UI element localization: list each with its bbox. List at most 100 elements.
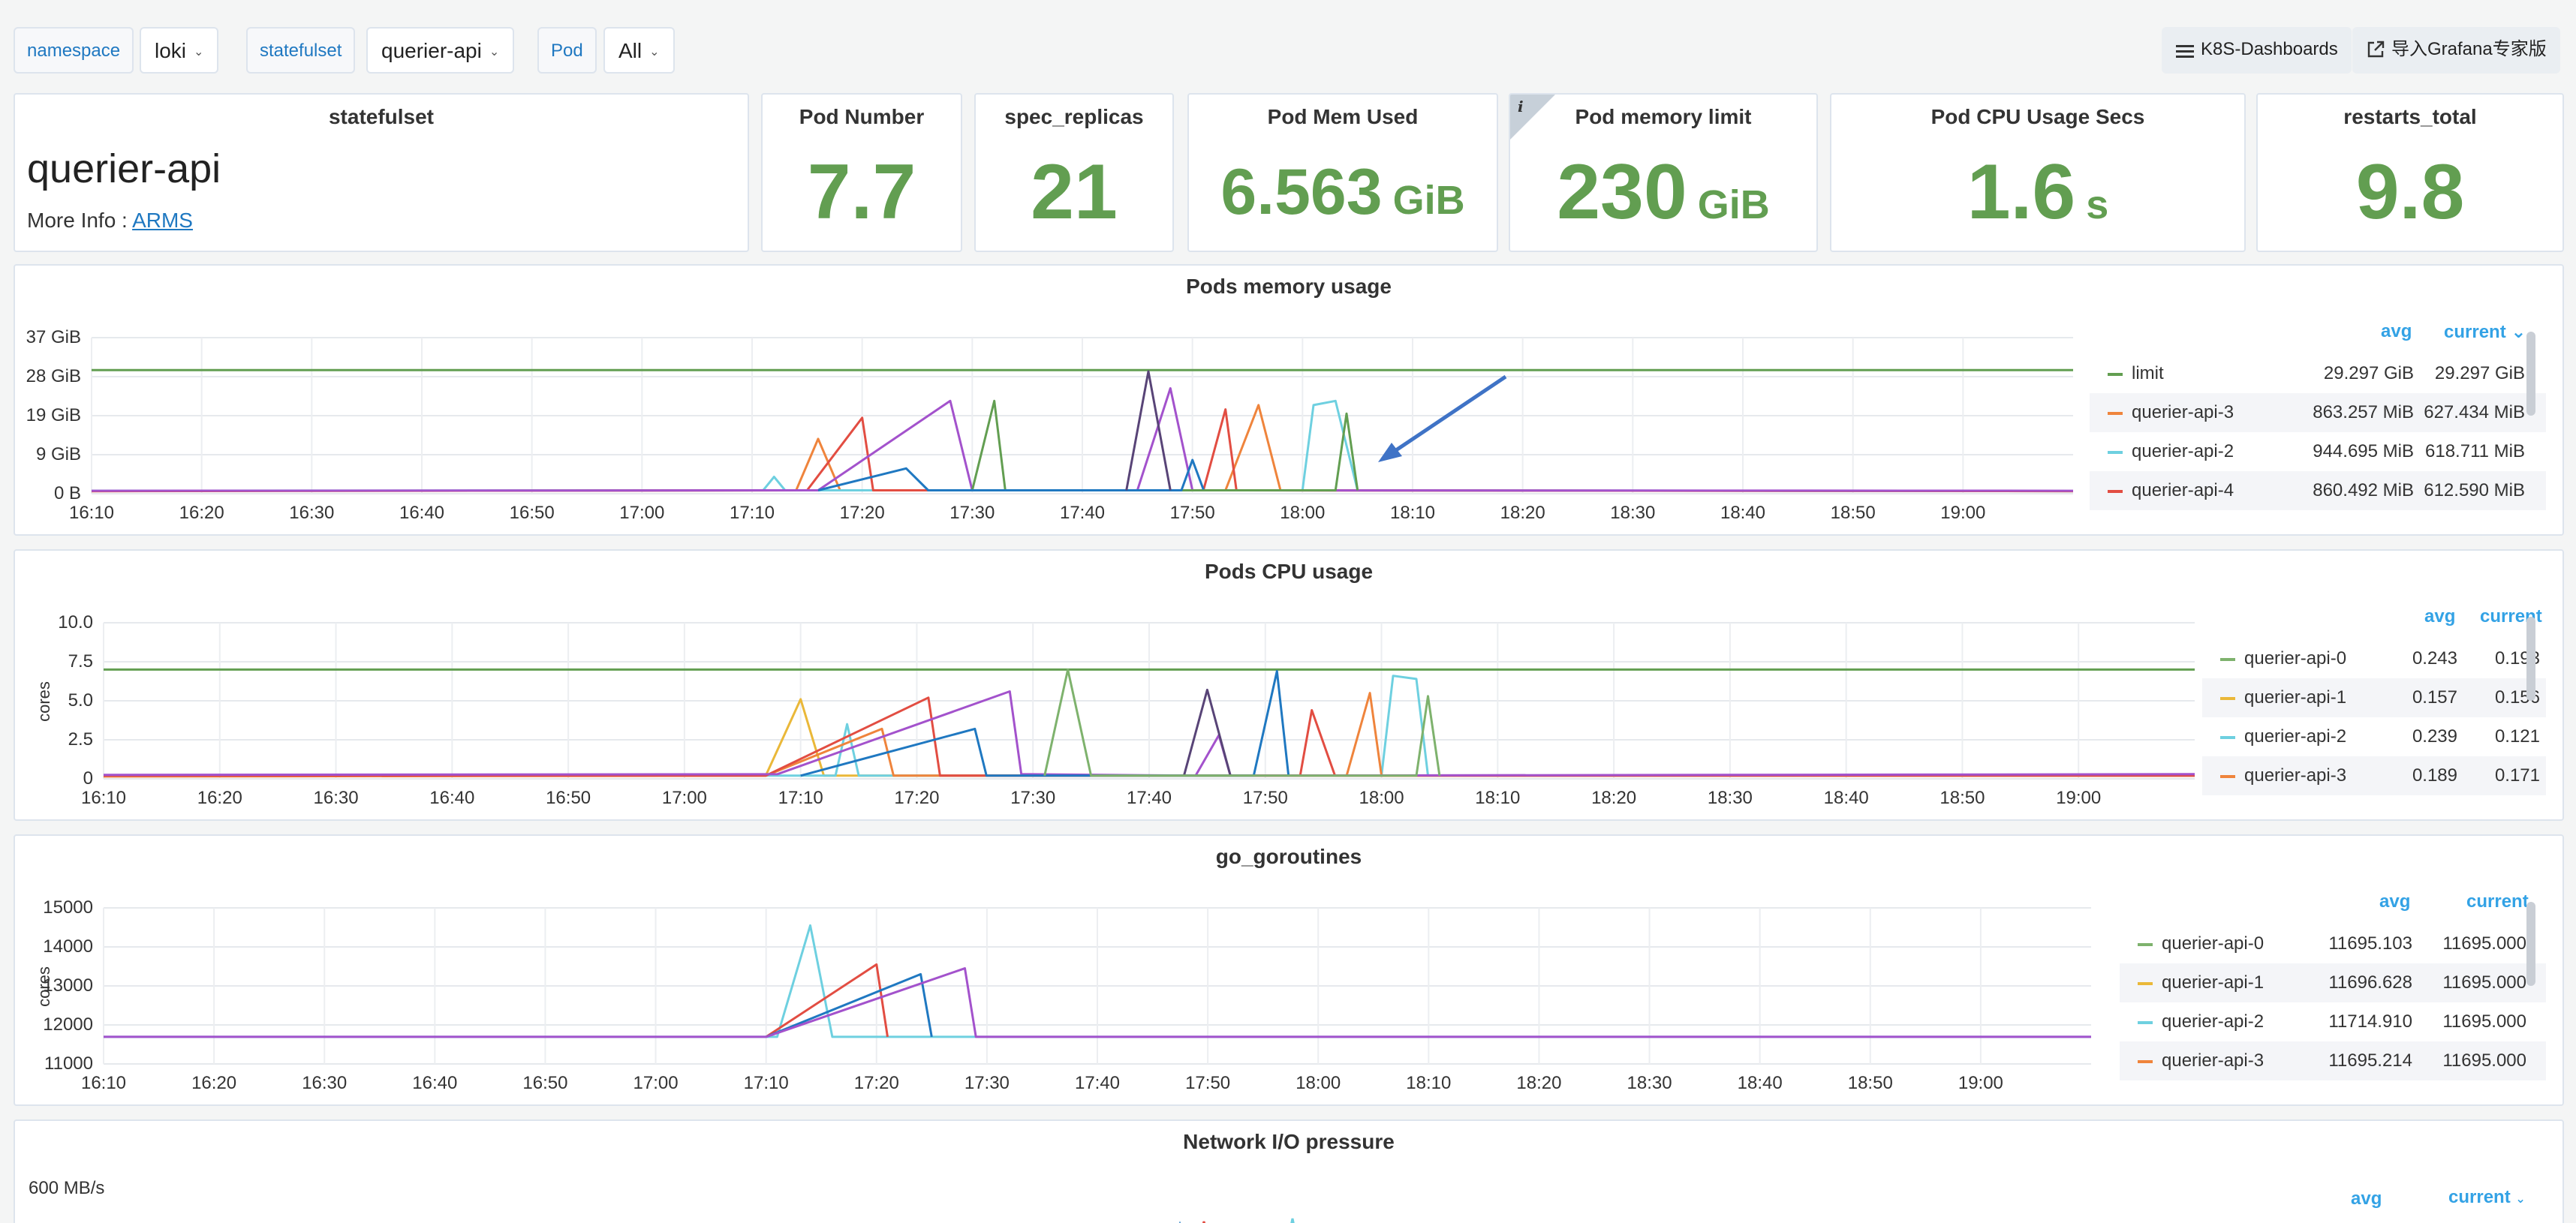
x-tick-label: 17:50 (1185, 1073, 1231, 1093)
x-tick-label: 16:10 (68, 503, 115, 523)
stat-number: 1.6 (1967, 149, 2076, 236)
y-tick-label: 13000 (43, 975, 93, 996)
series-line-querier-api-6 (817, 458, 1205, 491)
more-info: More Info : ARMS (27, 209, 193, 233)
x-tick-label: 18:00 (1280, 503, 1326, 523)
x-tick-label: 16:40 (412, 1073, 458, 1093)
plot-area[interactable] (15, 266, 2564, 536)
legend-avg-value: 0.157 (2412, 687, 2457, 708)
legend-current-header[interactable]: current ⌄ (2448, 1187, 2526, 1208)
legend-avg-header[interactable]: avg (2424, 606, 2456, 627)
stat-unit: s (2086, 182, 2109, 227)
legend-avg-value: 0.239 (2412, 726, 2457, 747)
x-tick-label: 17:30 (1010, 788, 1056, 808)
legend: avg current querier-api-0 11695.103 11695.00… (2120, 891, 2546, 1101)
x-tick-label: 17:40 (1074, 1073, 1121, 1093)
pod-label: Pod (537, 27, 597, 74)
legend-row[interactable]: querier-api-1 0.157 0.156 (2202, 678, 2546, 717)
legend-scrollbar[interactable] (2526, 902, 2535, 986)
namespace-select[interactable]: loki ⌄ (140, 27, 219, 74)
legend-scrollbar[interactable] (2526, 332, 2535, 416)
grafana-expert-link[interactable]: 导入Grafana专家版 (2352, 27, 2560, 74)
legend-current-value: 612.590 MiB (2424, 480, 2525, 500)
pod-select[interactable]: All ⌄ (603, 27, 675, 74)
plot-area[interactable] (15, 551, 2564, 821)
x-tick-label: 17:30 (964, 1073, 1010, 1093)
statefulset-select[interactable]: querier-api ⌄ (366, 27, 515, 74)
namespace-label: namespace (14, 27, 134, 74)
pods-cpu-usage-panel: Pods CPU usage 10.0 7.5 5.0 2.5 0 cores 16:10 1… (14, 549, 2564, 821)
go-goroutines-panel: go_goroutines 15000 14000 13000 12000 11000 c… (14, 834, 2564, 1106)
legend-row[interactable]: querier-api-3 863.257 MiB 627.434 MiB (2090, 393, 2546, 432)
y-tick-label: 2.5 (68, 729, 93, 750)
x-tick-label: 19:00 (1940, 503, 1986, 523)
y-tick-label: 0 (83, 768, 93, 789)
arms-link[interactable]: ARMS (132, 209, 193, 232)
x-tick-label: 16:20 (179, 503, 224, 523)
stat-title: Pod Number (799, 105, 925, 128)
legend-row[interactable]: querier-api-3 0.189 0.171 (2202, 756, 2546, 795)
x-tick-label: 18:40 (1823, 788, 1869, 808)
legend-avg-header[interactable]: avg (2351, 1188, 2382, 1209)
legend-row[interactable]: querier-api-2 0.239 0.121 (2202, 717, 2546, 756)
x-tick-label: 18:30 (1707, 788, 1753, 808)
legend-row[interactable]: querier-api-4 860.492 MiB 612.590 MiB (2090, 471, 2546, 510)
legend-series-name: querier-api-2 (2132, 441, 2234, 461)
legend-avg-value: 0.243 (2412, 648, 2457, 669)
x-tick-label: 17:40 (1126, 788, 1172, 808)
info-corner[interactable] (1510, 95, 1555, 140)
legend-row[interactable]: querier-api-3 11695.214 11695.000 (2120, 1041, 2546, 1080)
stat-spec-replicas: spec_replicas 21 (974, 93, 1174, 252)
legend-row[interactable]: querier-api-2 944.695 MiB 618.711 MiB (2090, 432, 2546, 471)
legend-series-name: querier-api-2 (2244, 726, 2347, 747)
x-tick-label: 17:50 (1242, 788, 1288, 808)
stat-pod-mem-used: Pod Mem Used 6.563 GiB (1187, 93, 1498, 252)
stat-title: restarts_total (2343, 105, 2477, 128)
stat-title: Pod CPU Usage Secs (1930, 105, 2145, 128)
legend-row[interactable]: limit 29.297 GiB 29.297 GiB (2090, 354, 2546, 393)
legend-swatch (2220, 697, 2235, 700)
legend-current-value: 11695.000 (2442, 1011, 2526, 1032)
legend-swatch (2138, 943, 2153, 946)
legend-swatch (2220, 775, 2235, 778)
legend-avg-header[interactable]: avg (2381, 321, 2412, 341)
stat-number: 230 (1557, 149, 1687, 236)
panel-title: statefulset (328, 105, 435, 128)
k8s-dashboards-link[interactable]: K8S-Dashboards (2162, 27, 2352, 74)
legend-row[interactable]: querier-api-2 11714.910 11695.000 (2120, 1002, 2546, 1041)
pod-value: All (618, 39, 642, 62)
legend-row[interactable]: querier-api-1 11696.628 11695.000 (2120, 963, 2546, 1002)
x-tick-label: 18:30 (1627, 1073, 1672, 1093)
legend-avg-header[interactable]: avg (2379, 891, 2411, 912)
legend-scrollbar[interactable] (2526, 617, 2535, 701)
series-line-querier-api-0 (1043, 668, 1441, 777)
stat-unit: GiB (1697, 182, 1770, 227)
info-icon[interactable]: i (1518, 98, 1524, 116)
legend-series-name: querier-api-0 (2244, 648, 2347, 669)
plot-area[interactable] (15, 836, 2564, 1106)
legend-swatch (2220, 658, 2235, 661)
legend-avg-value: 11714.910 (2328, 1011, 2412, 1032)
legend-row[interactable]: querier-api-0 0.243 0.193 (2202, 639, 2546, 678)
panel-title: Pods CPU usage (1204, 560, 1374, 583)
x-tick-label: 19:00 (1958, 1073, 2003, 1093)
series-line-querier-api-7 (1125, 370, 1172, 491)
chevron-down-icon: ⌄ (649, 46, 660, 59)
legend-current-value: 618.711 MiB (2425, 441, 2525, 461)
legend-current-header[interactable]: current ⌄ (2444, 322, 2526, 342)
y-tick-label: 11000 (44, 1053, 93, 1074)
stat-value: 6.563 GiB (1189, 147, 1497, 245)
statefulset-name: querier-api (27, 146, 221, 191)
series-line-querier-api-1 (971, 399, 1359, 491)
namespace-value: loki (155, 39, 187, 62)
x-tick-label: 17:00 (633, 1073, 679, 1093)
legend-current-header[interactable]: current (2466, 891, 2529, 912)
legend-row[interactable]: querier-api-0 11695.103 11695.000 (2120, 924, 2546, 963)
legend-series-name: querier-api-1 (2244, 687, 2347, 708)
x-tick-label: 17:10 (743, 1073, 789, 1093)
x-tick-label: 18:10 (1475, 788, 1521, 808)
y-tick-label: 37 GiB (26, 327, 81, 347)
legend-series-name: limit (2132, 363, 2164, 383)
legend-swatch (2108, 451, 2123, 454)
